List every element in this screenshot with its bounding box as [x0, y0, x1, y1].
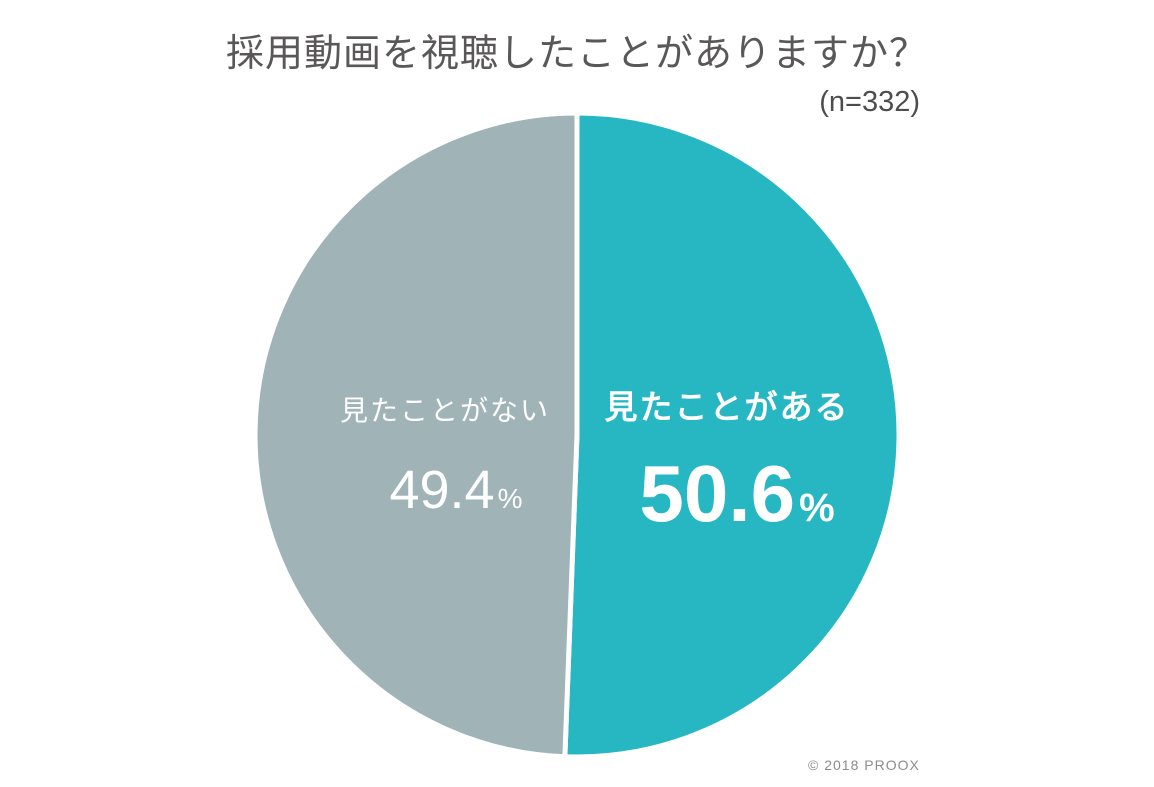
chart-title: 採用動画を視聴したことがありますか？: [225, 33, 928, 75]
slice-percent-have-not-seen: 49.4: [389, 460, 495, 520]
percent-unit-have-not-seen: %: [497, 483, 523, 514]
percent-unit-have-seen: %: [799, 486, 835, 530]
slice-percent-have-seen: 50.6: [639, 449, 796, 538]
sample-size-label: (n=332): [819, 86, 920, 118]
slice-value-have-seen: 50.6%: [639, 454, 834, 534]
pie-slice-have-seen: [562, 110, 902, 760]
pie-slice-have-not-seen: [252, 110, 580, 760]
slice-value-have-not-seen: 49.4%: [389, 463, 522, 517]
slice-label-have-not-seen: 見たことがない: [339, 395, 551, 426]
slice-label-have-seen: 見たことがある: [604, 388, 850, 426]
copyright-text: © 2018 PROOX: [808, 757, 920, 773]
